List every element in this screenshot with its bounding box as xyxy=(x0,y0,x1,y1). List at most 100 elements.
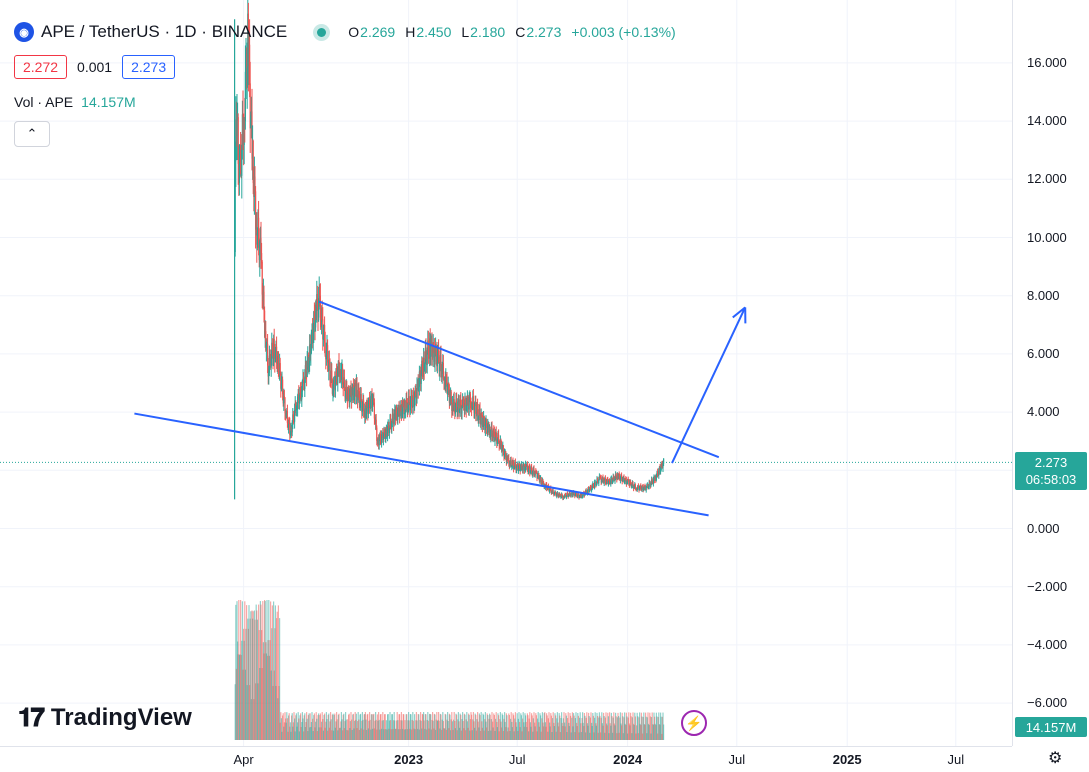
candle-body xyxy=(433,342,435,346)
volume-value: 14.157M xyxy=(81,94,136,110)
candle-body xyxy=(267,343,269,366)
volume-bar xyxy=(520,715,522,740)
candle-body xyxy=(397,410,399,421)
volume-bar xyxy=(493,715,495,740)
candle-body xyxy=(538,473,540,478)
volume-bar xyxy=(656,716,658,740)
candle-body xyxy=(577,493,579,495)
collapse-legend-button[interactable]: ⌃ xyxy=(14,121,50,147)
candles xyxy=(234,0,665,501)
candle-body xyxy=(447,392,449,394)
candle-body xyxy=(315,308,317,328)
candle-body xyxy=(348,389,350,394)
price-tick-label: −2.000 xyxy=(1027,578,1068,594)
tradingview-logo[interactable]: 𝟏𝟕 TradingView xyxy=(18,702,192,734)
volume-bar xyxy=(592,715,594,740)
upper-wedge-line[interactable] xyxy=(318,300,720,459)
volume-bar xyxy=(475,714,477,740)
candle-body xyxy=(642,486,644,490)
volume-bar xyxy=(630,716,632,740)
buy-button[interactable]: 2.273 xyxy=(122,55,176,79)
candle-body xyxy=(461,405,463,414)
volume-bar xyxy=(312,718,314,740)
price-scale[interactable]: 16.000 14.000 12.000 10.000 8.000 6.000 4.000 2… xyxy=(1012,0,1089,746)
time-tick-label: Jul xyxy=(728,752,746,767)
candle-body xyxy=(418,386,420,391)
candle-body xyxy=(319,289,321,296)
price-chart[interactable] xyxy=(0,0,1012,746)
symbol-header[interactable]: ◉ APE / TetherUS · 1D · BINANCE O2.269 H… xyxy=(14,22,676,42)
gear-icon[interactable]: ⚙ xyxy=(1048,750,1063,767)
candle-body xyxy=(299,387,301,401)
volume-bar xyxy=(609,723,611,740)
volume-bar xyxy=(324,713,326,740)
candle-body xyxy=(438,356,440,372)
breakout-arrow[interactable] xyxy=(671,306,747,464)
candle-body xyxy=(440,354,442,368)
candle-body xyxy=(322,333,324,340)
candle-body xyxy=(500,439,502,444)
candle-body xyxy=(312,332,314,343)
candle-body xyxy=(534,470,536,476)
candle-body xyxy=(555,493,557,497)
candle-body xyxy=(421,360,423,370)
symbol-title[interactable]: APE / TetherUS · 1D · BINANCE xyxy=(41,22,288,41)
lightning-event-icon[interactable]: ⚡ xyxy=(681,710,707,736)
candle-body xyxy=(319,295,321,320)
volume-bar xyxy=(348,713,350,740)
candle-body xyxy=(594,481,596,483)
candle-body xyxy=(424,348,426,364)
candle-body xyxy=(479,408,481,418)
candle-body xyxy=(313,311,315,318)
candle-body xyxy=(623,477,625,482)
candle-body xyxy=(442,363,444,379)
candle-body xyxy=(591,489,593,491)
candle-body xyxy=(643,488,645,490)
candle-body xyxy=(392,414,394,422)
volume-bar xyxy=(253,699,255,740)
volume-bar xyxy=(634,716,636,740)
candle-body xyxy=(313,311,315,333)
volume-bar xyxy=(618,716,620,740)
volume-bar xyxy=(241,640,243,740)
bid-ask[interactable]: 2.272 0.001 2.273 xyxy=(14,55,176,79)
volume-bar xyxy=(579,712,581,740)
candle-body xyxy=(298,392,300,404)
chart-pane[interactable] xyxy=(0,0,1012,746)
candle-body xyxy=(652,479,654,484)
candle-body xyxy=(270,358,272,368)
volume-bar xyxy=(660,716,662,740)
candle-body xyxy=(378,439,380,446)
candle-body xyxy=(627,479,629,482)
candle-body xyxy=(658,469,660,476)
candle-body xyxy=(271,342,273,351)
lower-wedge-line[interactable] xyxy=(134,412,709,517)
candle-body xyxy=(376,427,378,442)
candle-body xyxy=(549,489,551,492)
candle-body xyxy=(647,484,649,488)
sell-button[interactable]: 2.272 xyxy=(14,55,68,79)
candle-body xyxy=(396,407,398,415)
candle-body xyxy=(416,384,418,399)
drawings[interactable] xyxy=(134,300,747,517)
candle-body xyxy=(514,462,516,467)
candle-body xyxy=(641,485,643,490)
candle-body xyxy=(640,485,642,490)
candle-body xyxy=(406,398,408,402)
bar-countdown: 06:58:03 xyxy=(1025,472,1077,487)
volume-bar xyxy=(624,723,626,740)
volume-bar xyxy=(552,712,554,740)
candle-body xyxy=(457,401,459,413)
candle-body xyxy=(567,494,569,497)
candle-body xyxy=(414,397,416,408)
candle-body xyxy=(519,463,521,467)
time-scale[interactable]: Apr 2023 Jul 2024 Jul 2025 Jul xyxy=(0,746,1012,772)
candle-body xyxy=(412,395,414,408)
candle-body xyxy=(563,497,565,499)
time-tick-label: Apr xyxy=(233,752,254,767)
candle-body xyxy=(550,487,552,491)
volume-legend[interactable]: Vol · APE 14.157M xyxy=(14,94,136,110)
candle-body xyxy=(239,152,241,165)
volume-bar xyxy=(271,605,273,740)
candle-body xyxy=(614,478,616,482)
